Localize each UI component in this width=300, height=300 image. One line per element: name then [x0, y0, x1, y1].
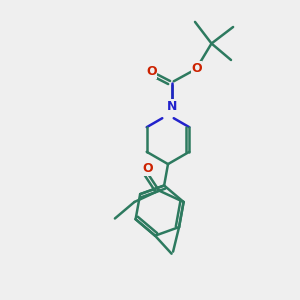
Text: O: O	[191, 62, 202, 75]
Text: O: O	[142, 163, 153, 176]
Text: O: O	[146, 65, 157, 78]
Text: N: N	[167, 100, 177, 113]
